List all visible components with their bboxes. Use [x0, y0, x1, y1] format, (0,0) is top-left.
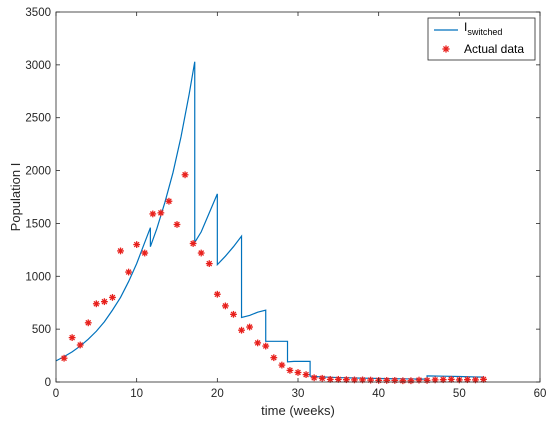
data-point	[278, 361, 286, 369]
x-tick-label: 0	[53, 388, 59, 400]
data-point	[359, 376, 366, 384]
data-point	[149, 210, 157, 218]
data-point	[472, 376, 479, 384]
data-point	[399, 377, 407, 385]
data-point	[480, 375, 487, 383]
data-point	[439, 376, 447, 384]
data-point	[68, 334, 76, 341]
data-point	[213, 290, 221, 298]
data-point	[92, 300, 100, 308]
data-point	[181, 171, 189, 179]
x-axis: 0 10 20 30 40 50 60	[53, 12, 547, 400]
legend: Iswitched Actual data	[427, 17, 536, 61]
data-point	[141, 249, 149, 257]
y-axis-label: Population I	[8, 163, 23, 232]
data-point	[254, 339, 262, 347]
data-point	[238, 326, 245, 334]
y-tick-label: 0	[45, 377, 51, 389]
data-point	[76, 341, 84, 349]
data-point	[222, 302, 229, 310]
data-point	[197, 249, 205, 257]
data-point	[294, 369, 302, 376]
data-point	[230, 310, 237, 318]
x-axis-label: time (weeks)	[261, 403, 335, 418]
y-tick-label: 2500	[25, 113, 51, 125]
data-point	[391, 377, 399, 384]
x-tick-label: 40	[372, 388, 385, 400]
data-point	[117, 247, 124, 255]
data-point	[189, 240, 197, 247]
data-point	[383, 377, 391, 384]
data-point	[173, 221, 181, 228]
data-point	[334, 375, 342, 383]
data-point	[101, 298, 108, 306]
x-tick-label: 60	[534, 388, 547, 400]
data-point	[205, 260, 213, 267]
y-tick-label: 2000	[25, 166, 51, 178]
data-point	[310, 374, 318, 382]
series-line-i-switched	[55, 61, 484, 380]
data-point	[133, 241, 141, 248]
plot-background	[56, 12, 540, 382]
data-point	[415, 376, 423, 384]
data-point	[262, 342, 270, 350]
data-point	[318, 374, 326, 382]
x-tick-label: 20	[211, 388, 224, 400]
data-point	[367, 376, 374, 384]
data-point	[326, 375, 334, 383]
data-point	[464, 376, 471, 384]
y-tick-label: 3000	[25, 60, 51, 72]
data-point	[407, 377, 415, 385]
y-tick-label: 1000	[25, 271, 51, 283]
x-tick-label: 50	[453, 388, 466, 400]
y-tick-label: 500	[32, 324, 51, 336]
y-tick-label: 1500	[25, 218, 51, 230]
data-point	[302, 371, 310, 378]
data-point	[60, 354, 68, 362]
data-point	[84, 319, 92, 327]
x-tick-label: 30	[292, 388, 305, 400]
data-point	[423, 377, 431, 384]
legend-marker-swatch	[442, 45, 450, 53]
y-axis: 0 500 1000 1500 2000 2500 3000 3500	[25, 7, 540, 389]
x-tick-label: 10	[130, 388, 143, 400]
legend-box	[427, 17, 536, 61]
data-point	[109, 294, 116, 301]
legend-label-actual-data: Actual data	[464, 42, 524, 56]
data-point	[165, 197, 173, 205]
data-point	[286, 366, 294, 374]
data-point	[246, 323, 253, 331]
legend-label-i-switched: Iswitched	[464, 20, 502, 37]
data-point	[125, 268, 132, 276]
data-point	[270, 354, 278, 362]
data-point	[157, 209, 165, 217]
y-tick-label: 3500	[25, 7, 51, 19]
